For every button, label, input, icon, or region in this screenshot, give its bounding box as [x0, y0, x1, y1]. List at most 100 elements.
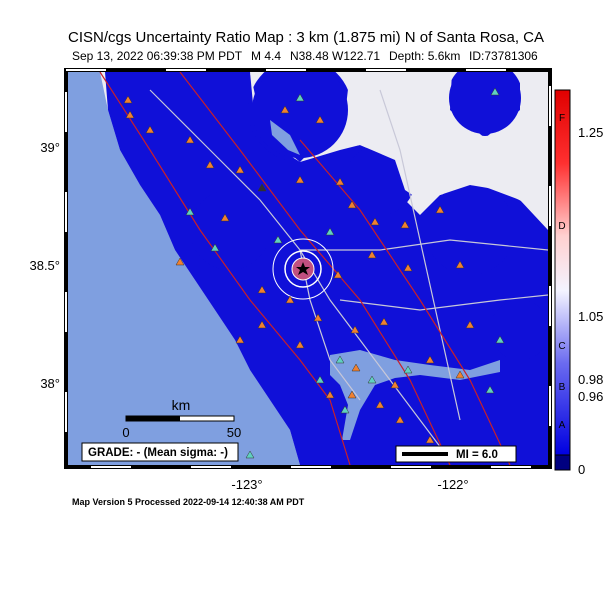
lat-label: 38°: [40, 376, 60, 391]
uncovered-land: [250, 72, 548, 215]
station: [145, 125, 155, 134]
map-area: [68, 72, 548, 465]
station: [465, 320, 475, 329]
station: [295, 340, 305, 349]
station: [220, 213, 230, 222]
coverage: [449, 72, 521, 134]
station: [350, 325, 360, 334]
grade-text: GRADE: - (Mean sigma: -): [88, 447, 228, 459]
station: [257, 285, 267, 294]
station: [257, 320, 267, 329]
colorbar-value: 0.96: [578, 389, 603, 404]
station: [455, 260, 465, 269]
epicenter-star: [296, 262, 310, 275]
grade-letter: F: [559, 113, 565, 124]
map-frame: [65, 69, 551, 468]
station: [340, 405, 350, 414]
epicenter: N38.48 W122.71: [290, 49, 380, 63]
colorbar-value: 1.25: [578, 125, 603, 140]
colorbar-value: 0: [578, 462, 585, 477]
lat-label: 38.5°: [29, 258, 60, 273]
lon-label: -122°: [437, 477, 468, 492]
station: [347, 390, 357, 399]
station: [367, 375, 377, 384]
station: [175, 257, 185, 266]
scale-unit: km: [172, 397, 191, 413]
station: [400, 220, 410, 229]
station: [490, 87, 500, 96]
station: [333, 270, 343, 279]
station: [435, 205, 445, 214]
station: [210, 243, 220, 252]
contour: [272, 238, 334, 300]
colorbar-value: 1.05: [578, 309, 603, 324]
colorbar-value: 0.98: [578, 372, 603, 387]
bay: [330, 350, 500, 440]
station: [315, 375, 325, 384]
station: [347, 200, 357, 209]
station: [390, 380, 400, 389]
station: [485, 385, 495, 394]
fault: [99, 72, 351, 465]
station: [455, 370, 465, 379]
station: [325, 227, 335, 236]
station: [403, 365, 413, 374]
road: [379, 89, 461, 421]
colorbar-base: [554, 454, 571, 471]
scale-label: 50: [227, 425, 241, 440]
event-id: ID:73781306: [469, 49, 538, 63]
station: [273, 235, 283, 244]
grade-letter: C: [558, 341, 565, 352]
mi-legend-box: [395, 445, 517, 463]
station: [351, 363, 361, 372]
depth: Depth: 5.6km: [389, 49, 460, 63]
station: [205, 160, 215, 169]
station: [425, 355, 435, 364]
map-title: CISN/cgs Uncertainty Ratio Map : 3 km (1…: [68, 29, 544, 46]
station: [235, 335, 245, 344]
station: [425, 435, 435, 444]
station: [123, 95, 133, 104]
lon-label: -123°: [231, 477, 262, 492]
station: [325, 390, 335, 399]
scale-label: 0: [122, 425, 129, 440]
road: [300, 239, 548, 251]
mi-legend-text: MI = 6.0: [456, 449, 498, 461]
contour: [284, 250, 322, 288]
lat-label: 39°: [40, 140, 60, 155]
station: [367, 250, 377, 259]
station: [185, 135, 195, 144]
station: [315, 115, 325, 124]
station: [235, 165, 245, 174]
grade-letter: D: [558, 221, 565, 232]
scale-bar: [126, 416, 180, 421]
road: [339, 294, 548, 311]
station: [335, 177, 345, 186]
station: [125, 110, 135, 119]
station: [245, 450, 255, 459]
lake: [270, 120, 300, 155]
station: [280, 105, 290, 114]
station: [403, 263, 413, 272]
grade-box: [81, 442, 239, 462]
colorbar: [554, 89, 571, 456]
station: [295, 93, 305, 102]
station: [395, 415, 405, 424]
grade-letter: A: [559, 420, 566, 431]
station: [295, 175, 305, 184]
station: [185, 207, 195, 216]
footer: Map Version 5 Processed 2022-09-14 12:40…: [72, 497, 305, 507]
station: [495, 335, 505, 344]
station: [335, 355, 345, 364]
grade-letter: B: [559, 382, 566, 393]
station: [257, 183, 267, 192]
station: [370, 217, 380, 226]
station: [313, 313, 323, 322]
fault: [299, 139, 511, 465]
station: [379, 317, 389, 326]
station: [285, 295, 295, 304]
magnitude: M 4.4: [251, 49, 281, 63]
station: [375, 400, 385, 409]
fault: [179, 72, 451, 465]
